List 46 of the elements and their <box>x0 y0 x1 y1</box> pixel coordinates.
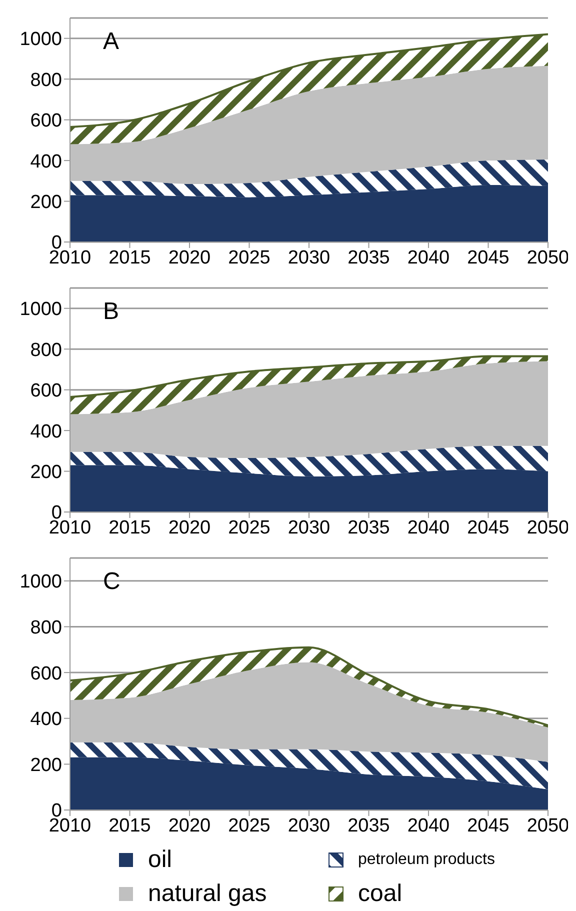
annotation: A <box>103 28 120 56</box>
x-tick-label: 2015 <box>108 815 151 836</box>
y-tick-label: 1000 <box>20 572 62 593</box>
x-tick-label: 2035 <box>348 517 390 538</box>
y-tick-label: 200 <box>30 462 62 484</box>
y-tick-label: 400 <box>30 151 62 172</box>
x-tick-label: 2020 <box>168 815 211 836</box>
x-tick-label: 2030 <box>288 517 330 538</box>
x-tick-label: 2020 <box>168 247 211 268</box>
x-tick-label: 2050 <box>526 247 570 268</box>
x-tick-label: 2050 <box>526 517 570 538</box>
x-tick-label: 2045 <box>467 247 510 268</box>
legend-label: oil <box>148 846 172 874</box>
y-tick-label: 800 <box>30 617 62 638</box>
y-tick-label: 600 <box>30 380 62 402</box>
x-tick-label: 2045 <box>467 517 510 538</box>
x-tick-label: 2015 <box>108 247 151 268</box>
y-tick-label: 200 <box>30 192 62 214</box>
x-tick-label: 2020 <box>168 517 211 538</box>
x-tick-label: 2050 <box>526 815 570 836</box>
y-tick-label: 600 <box>30 663 62 684</box>
y-tick-label: 200 <box>30 754 62 776</box>
x-tick-label: 2025 <box>228 247 270 268</box>
x-tick-label: 2030 <box>288 247 330 268</box>
annotation: B <box>103 298 120 326</box>
y-tick-label: 800 <box>30 70 62 91</box>
x-tick-label: 2040 <box>407 815 450 836</box>
x-tick-label: 2035 <box>348 247 390 268</box>
y-tick-label: 1000 <box>20 299 62 320</box>
x-tick-label: 2040 <box>407 247 450 268</box>
legend-label: petroleum products <box>358 851 495 869</box>
x-tick-label: 2015 <box>108 517 151 538</box>
legend-label: natural gas <box>148 880 267 908</box>
annotation: C <box>103 568 120 596</box>
legend-label: coal <box>358 880 402 908</box>
x-tick-label: 2045 <box>467 815 510 836</box>
x-tick-label: 2040 <box>407 517 450 538</box>
y-tick-label: 600 <box>30 110 62 132</box>
y-tick-label: 1000 <box>20 29 62 50</box>
x-tick-label: 2030 <box>288 815 330 836</box>
x-tick-label: 2035 <box>348 815 390 836</box>
x-tick-label: 2025 <box>228 815 270 836</box>
y-tick-label: 400 <box>30 421 62 442</box>
y-tick-label: 400 <box>30 709 62 730</box>
y-tick-label: 800 <box>30 340 62 361</box>
x-tick-label: 2025 <box>228 517 270 538</box>
